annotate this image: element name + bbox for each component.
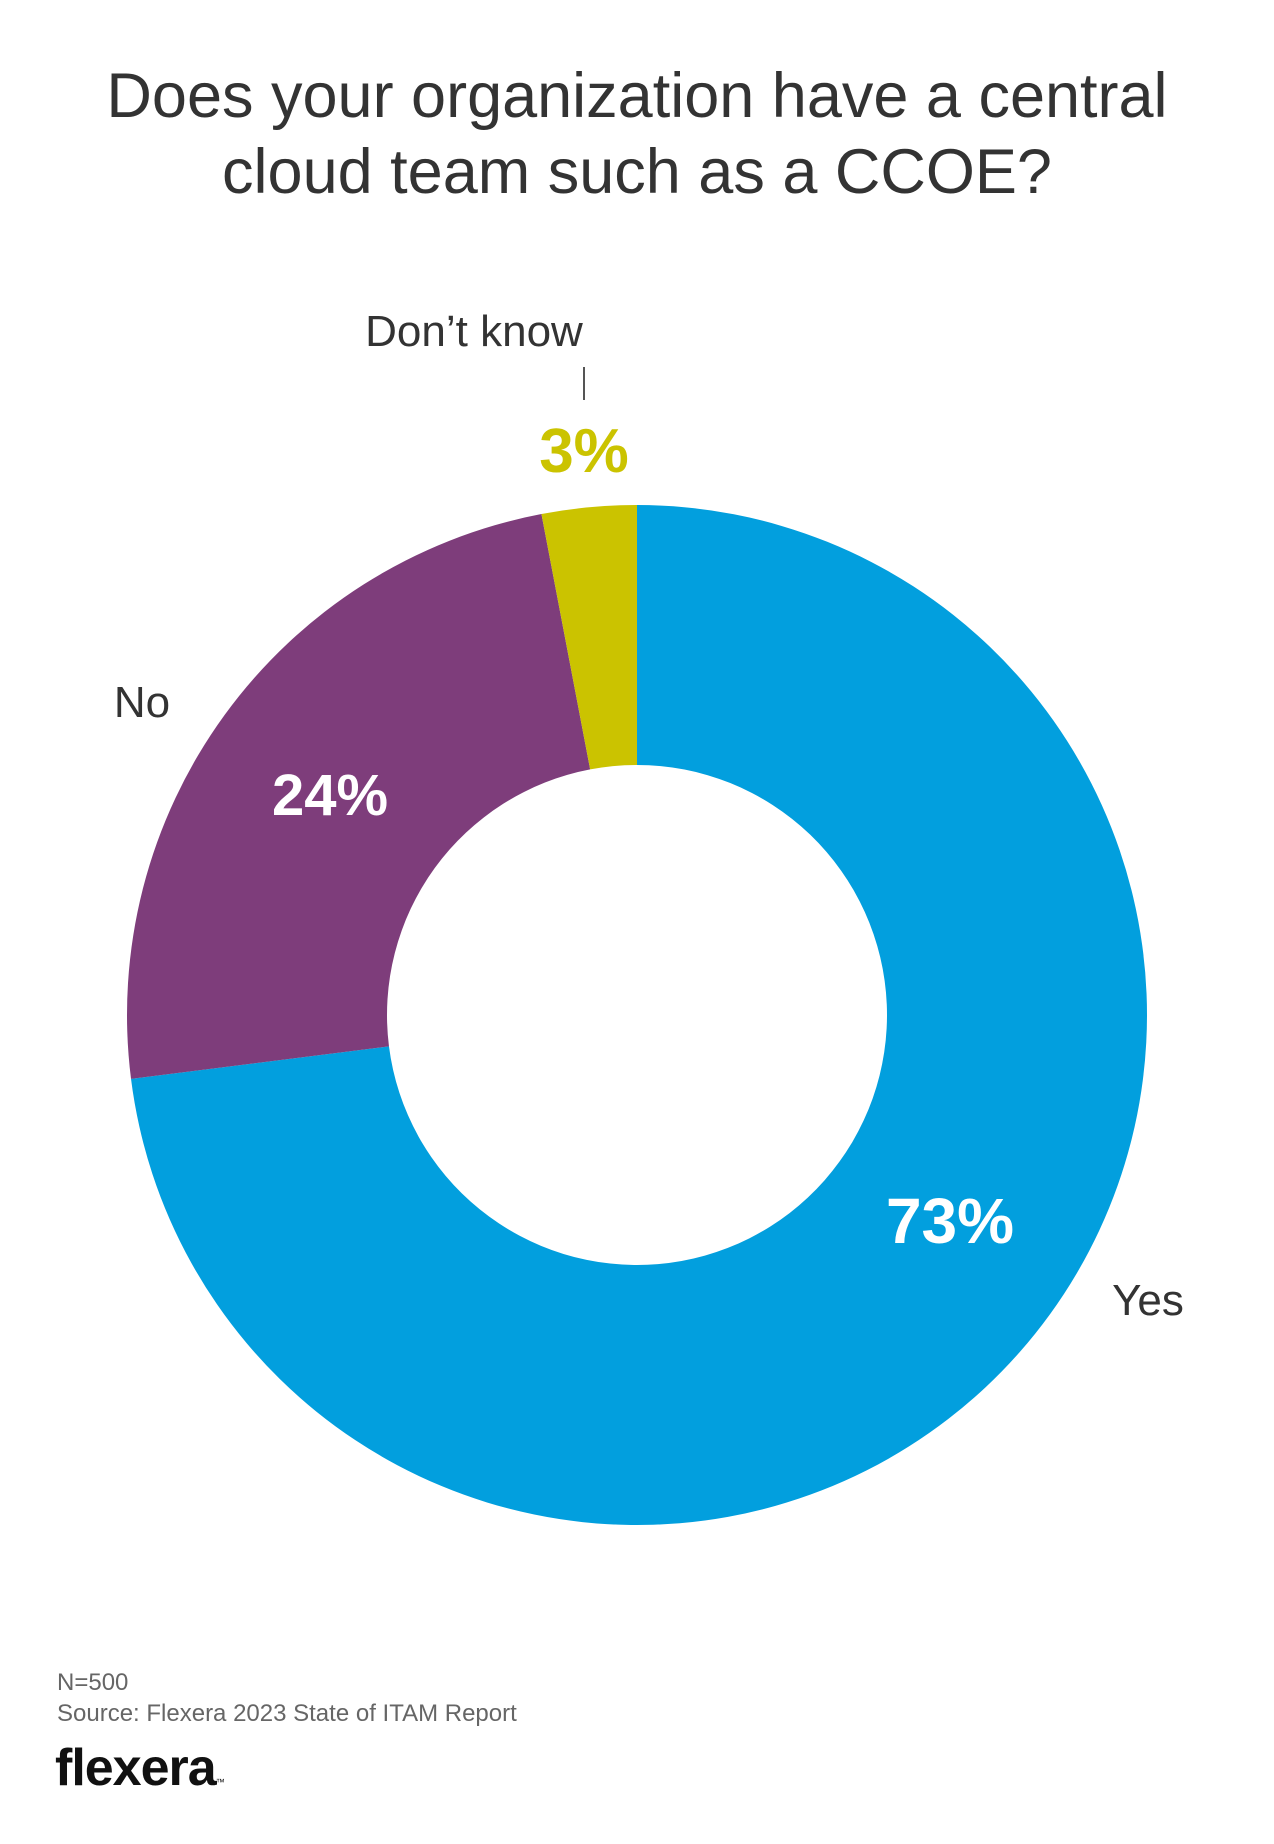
logo-tm: ™ [215,1777,225,1787]
sample-size-note: N=500 [57,1669,129,1696]
chart-title-line-2: cloud team such as a CCOE? [222,137,1052,207]
slice-no [127,514,591,1079]
chart-title-line-1: Does your organization have a central [106,61,1168,131]
value-label-dont-know: 3% [539,417,629,486]
source-note: Source: Flexera 2023 State of ITAM Repor… [57,1700,517,1727]
category-label-yes: Yes [1112,1276,1184,1325]
category-label-no: No [114,678,170,727]
chart-title: Does your organization have a central cl… [0,58,1274,210]
value-label-yes: 73% [886,1185,1014,1257]
flexera-logo: flexera™ [55,1738,225,1798]
slice-yes [131,505,1148,1525]
slice-dont-know [541,505,637,770]
category-label-dont-know: Don’t know [365,307,583,356]
logo-text: flexera [55,1739,217,1797]
value-label-no: 24% [272,763,388,828]
